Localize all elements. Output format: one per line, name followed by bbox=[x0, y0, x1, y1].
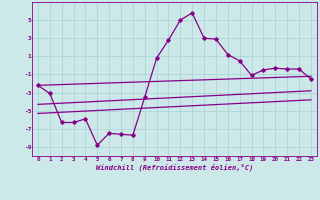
X-axis label: Windchill (Refroidissement éolien,°C): Windchill (Refroidissement éolien,°C) bbox=[96, 163, 253, 171]
